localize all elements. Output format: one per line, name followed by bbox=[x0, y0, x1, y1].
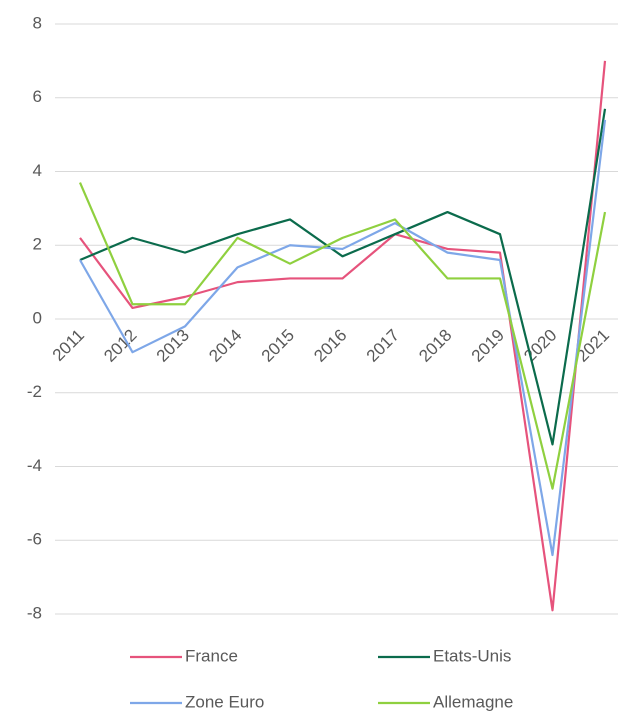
y-tick-label: -2 bbox=[27, 382, 42, 401]
series-line bbox=[79, 119, 607, 557]
x-tick-label: 2016 bbox=[310, 326, 350, 366]
x-tick-label: 2019 bbox=[468, 326, 508, 366]
x-tick-label: 2020 bbox=[520, 326, 560, 366]
series-line bbox=[78, 182, 607, 490]
y-tick-label: -6 bbox=[27, 530, 42, 549]
y-tick-label: 2 bbox=[33, 235, 42, 254]
x-tick-label: 2017 bbox=[363, 326, 403, 366]
y-tick-label: 6 bbox=[33, 87, 42, 106]
x-tick-label: 2014 bbox=[205, 326, 245, 366]
legend-label: France bbox=[185, 646, 238, 665]
x-tick-label: 2011 bbox=[49, 326, 88, 365]
x-tick-label: 2015 bbox=[258, 326, 298, 366]
legend-label: Etats-Unis bbox=[433, 646, 511, 665]
series-line bbox=[79, 60, 607, 612]
y-tick-label: -8 bbox=[27, 603, 42, 622]
x-tick-label: 2018 bbox=[415, 326, 455, 366]
y-tick-label: 0 bbox=[33, 308, 42, 327]
y-tick-label: -4 bbox=[27, 456, 42, 475]
series-line bbox=[79, 108, 607, 446]
y-tick-label: 4 bbox=[33, 161, 42, 180]
y-tick-label: 8 bbox=[33, 13, 42, 32]
legend-label: Zone Euro bbox=[185, 692, 264, 711]
legend-label: Allemagne bbox=[433, 692, 513, 711]
